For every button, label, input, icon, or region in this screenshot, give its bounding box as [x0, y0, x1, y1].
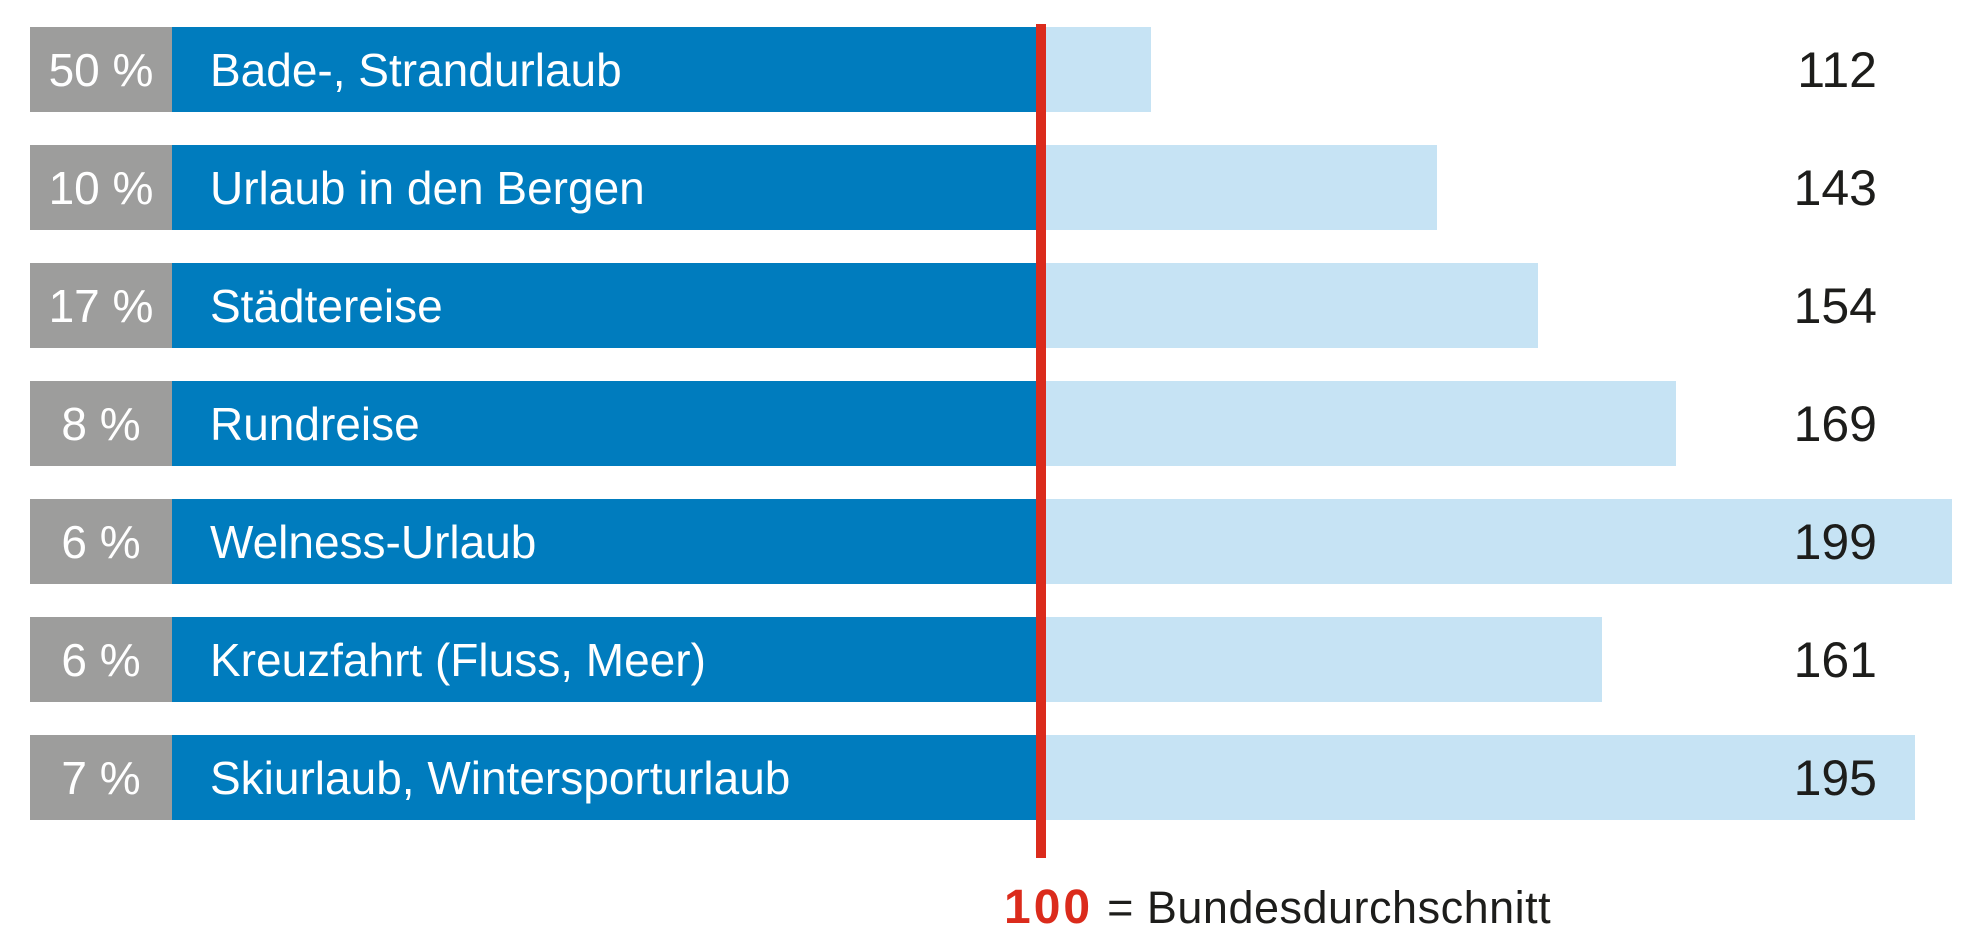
- index-value: 154: [1793, 277, 1877, 334]
- share-percent-box: 6 %: [30, 617, 172, 702]
- share-percent-box: 17 %: [30, 263, 172, 348]
- index-extension-bar: [1046, 499, 1952, 584]
- category-bar: Urlaub in den Bergen: [172, 145, 1036, 230]
- bar-row: 6 % Welness-Urlaub 199: [0, 499, 1972, 584]
- bar-row: 17 % Städtereise 154: [0, 263, 1972, 348]
- category-label: Kreuzfahrt (Fluss, Meer): [210, 633, 706, 686]
- category-label: Rundreise: [210, 397, 420, 450]
- index-extension-bar: [1046, 617, 1603, 702]
- bar-row: 6 % Kreuzfahrt (Fluss, Meer) 161: [0, 617, 1972, 702]
- average-reference-line: [1036, 24, 1046, 858]
- reference-legend-value: 100: [1004, 881, 1094, 934]
- category-bar: Welness-Urlaub: [172, 499, 1036, 584]
- bar-row: 8 % Rundreise 169: [0, 381, 1972, 466]
- index-value: 169: [1793, 395, 1877, 452]
- index-value: 195: [1793, 749, 1877, 806]
- index-value: 161: [1793, 631, 1877, 688]
- bar-row: 10 % Urlaub in den Bergen 143: [0, 145, 1972, 230]
- share-percent-box: 7 %: [30, 735, 172, 820]
- category-label: Urlaub in den Bergen: [210, 161, 645, 214]
- reference-legend-text: = Bundesdurchschnitt: [1107, 882, 1552, 933]
- index-extension-bar: [1046, 263, 1538, 348]
- index-extension-bar: [1046, 381, 1676, 466]
- index-value: 143: [1793, 159, 1877, 216]
- category-label: Skiurlaub, Wintersporturlaub: [210, 751, 791, 804]
- share-percent-box: 50 %: [30, 27, 172, 112]
- reference-legend: 100 = Bundesdurchschnitt: [1004, 880, 1551, 935]
- category-bar: Skiurlaub, Wintersporturlaub: [172, 735, 1036, 820]
- share-percent-box: 8 %: [30, 381, 172, 466]
- category-bar: Bade-, Strandurlaub: [172, 27, 1036, 112]
- index-value: 199: [1793, 513, 1877, 570]
- bar-row: 7 % Skiurlaub, Wintersporturlaub 195: [0, 735, 1972, 820]
- category-bar: Kreuzfahrt (Fluss, Meer): [172, 617, 1036, 702]
- index-extension-bar: [1046, 145, 1437, 230]
- category-label: Bade-, Strandurlaub: [210, 43, 622, 96]
- category-bar: Rundreise: [172, 381, 1036, 466]
- index-extension-bar: [1046, 27, 1152, 112]
- category-label: Städtereise: [210, 279, 443, 332]
- share-percent-box: 6 %: [30, 499, 172, 584]
- share-percent-box: 10 %: [30, 145, 172, 230]
- index-extension-bar: [1046, 735, 1915, 820]
- bar-row: 50 % Bade-, Strandurlaub 112: [0, 27, 1972, 112]
- index-value: 112: [1797, 41, 1877, 98]
- category-bar: Städtereise: [172, 263, 1036, 348]
- category-label: Welness-Urlaub: [210, 515, 537, 568]
